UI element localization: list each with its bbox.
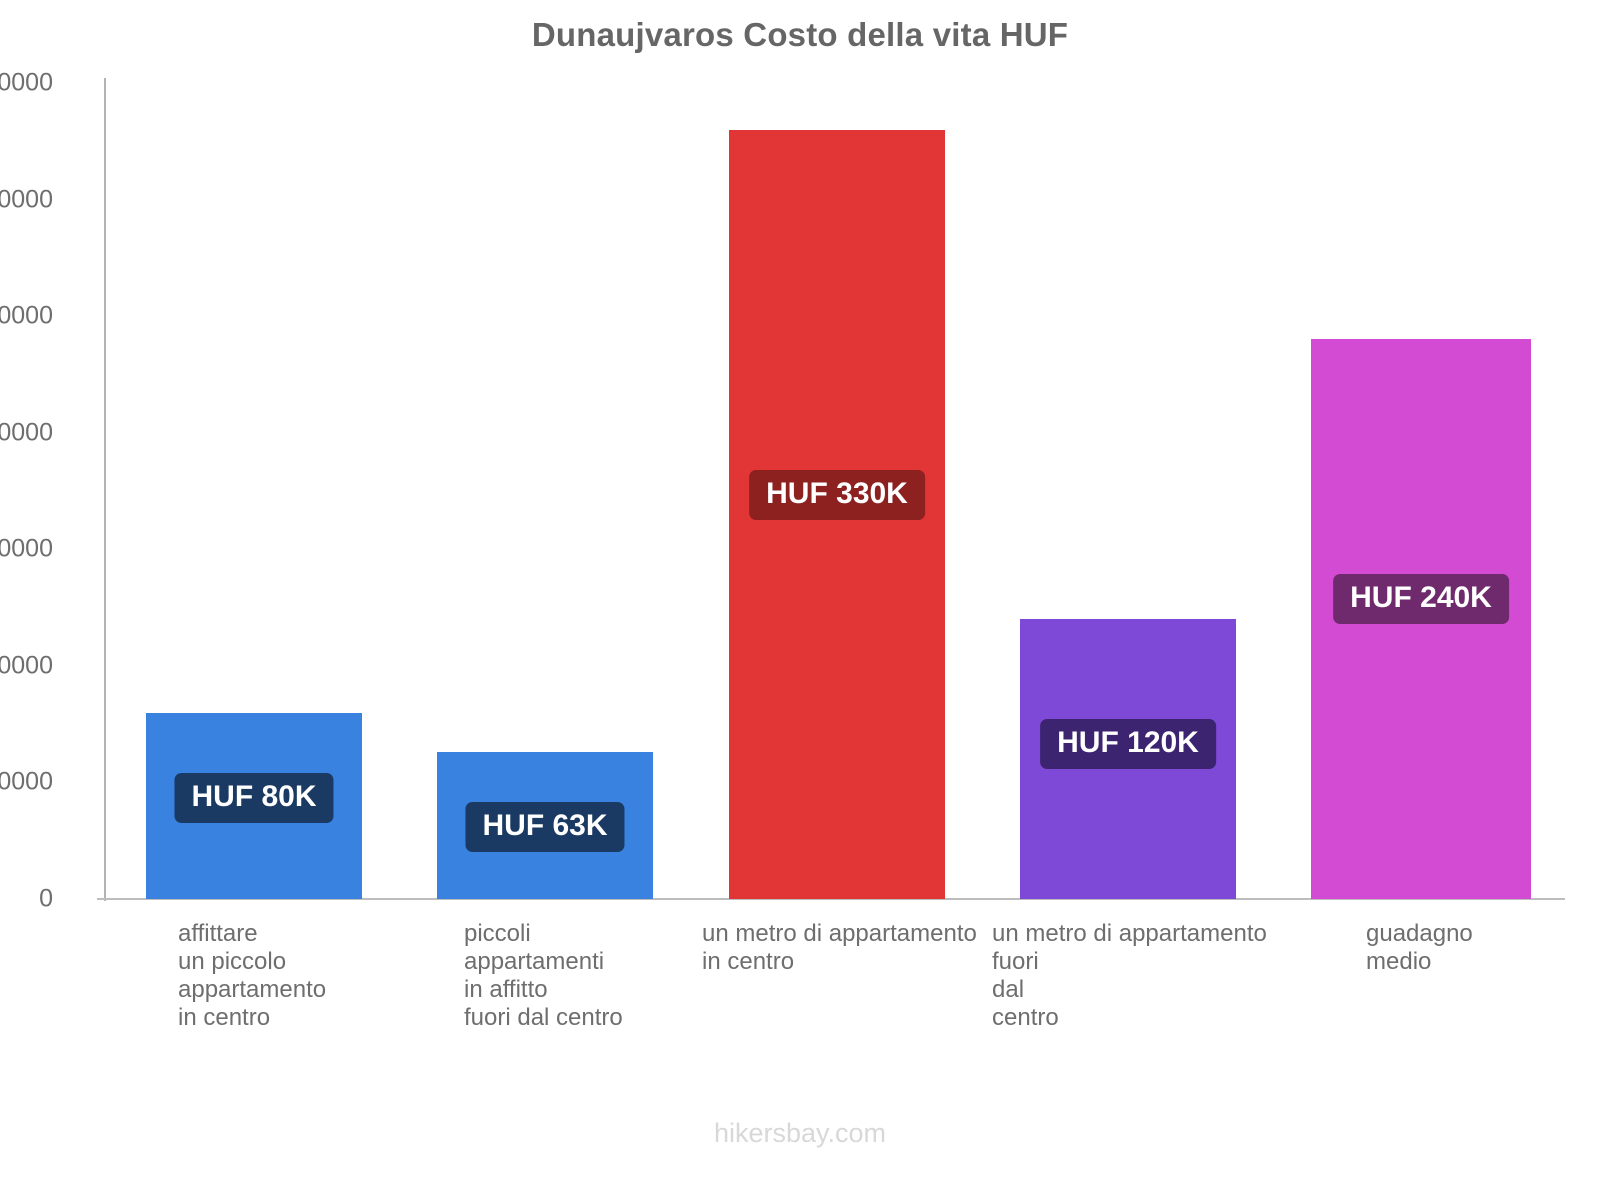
bar-5[interactable]: HUF 240K [1311, 339, 1531, 899]
x-axis-line [100, 898, 1565, 900]
y-axis-tick-mark [97, 898, 105, 900]
y-axis-tick-label: 0 [39, 884, 53, 913]
bar-value-label: HUF 80K [174, 772, 334, 823]
bar-4[interactable]: HUF 120K [1020, 619, 1236, 899]
watermark: hikersbay.com [713, 1118, 887, 1148]
bar-value-label: HUF 330K [749, 469, 925, 520]
bar-value-label: HUF 120K [1040, 719, 1216, 770]
x-axis-label-1: affittare un piccolo appartamento in cen… [178, 920, 327, 1032]
y-axis-tick-label: 50000 [0, 767, 53, 796]
bar-value-label: HUF 240K [1333, 574, 1509, 625]
bar-value-label: HUF 63K [465, 802, 625, 853]
y-axis-tick-label: 100000 [0, 651, 53, 680]
bar-1[interactable]: HUF 80K [146, 712, 362, 899]
x-axis-label-5: guadagno medio [1366, 920, 1473, 976]
chart-title: Dunaujvaros Costo della vita HUF [531, 16, 1069, 53]
y-axis-tick-label: 200000 [0, 418, 53, 447]
x-axis-label-3: un metro di appartamento in centro [702, 920, 977, 976]
x-axis-label-4: un metro di appartamento fuori dal centr… [992, 920, 1267, 1032]
y-axis-tick-label: 150000 [0, 534, 53, 563]
x-axis-label-2: piccoli appartamenti in affitto fuori da… [464, 920, 623, 1032]
y-axis-tick-label: 250000 [0, 301, 53, 330]
plot-area: 0 50000 100000 150000 200000 250000 300000 3500… [0, 69, 1561, 913]
y-axis-tick-label: 350000 [0, 68, 53, 97]
bar-3[interactable]: HUF 330K [729, 129, 945, 899]
bar-2[interactable]: HUF 63K [437, 752, 653, 899]
y-axis-line [104, 78, 106, 901]
y-axis-tick-label: 300000 [0, 185, 53, 214]
